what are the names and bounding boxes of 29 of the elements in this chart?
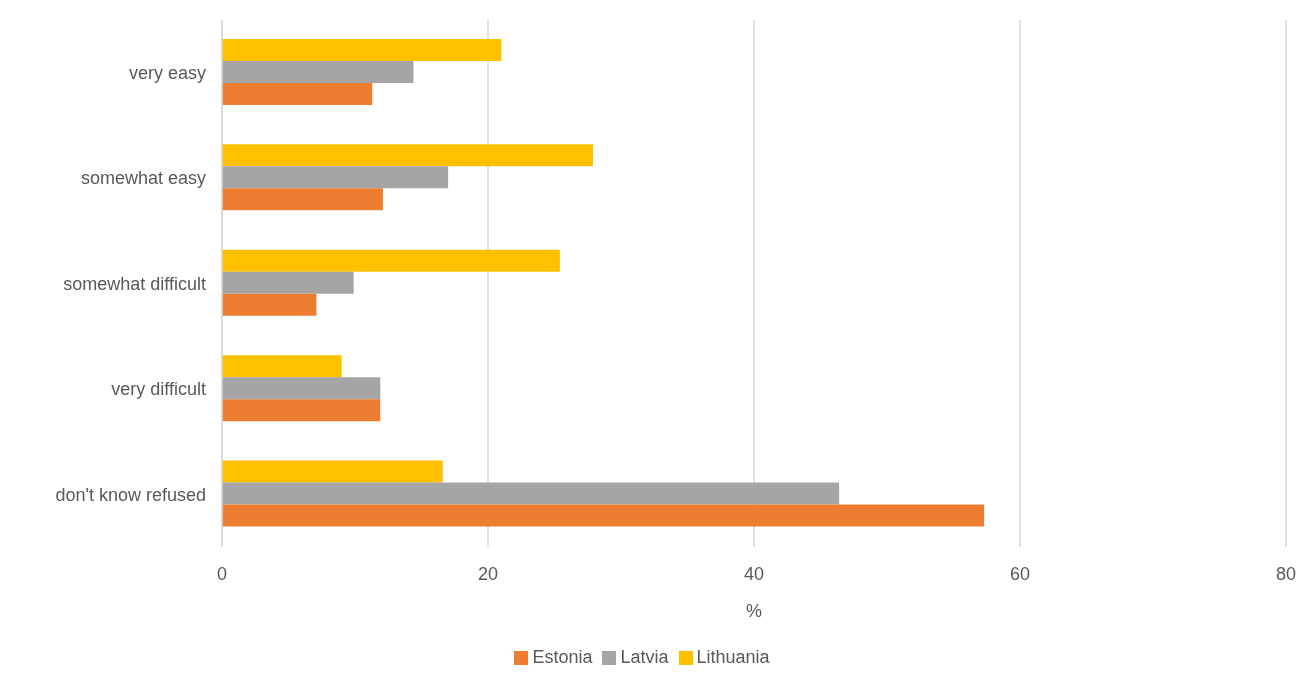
- y-tick-label: very easy: [128, 63, 206, 84]
- bar: [222, 377, 381, 400]
- bar: [222, 271, 354, 294]
- bar: [222, 355, 342, 378]
- bar: [222, 504, 985, 527]
- legend-label: Estonia: [532, 647, 593, 667]
- bar: [222, 249, 560, 272]
- x-tick-label: 80: [1275, 563, 1297, 584]
- bar: [222, 82, 373, 105]
- bar: [222, 293, 317, 316]
- x-tick-label: 0: [216, 563, 228, 584]
- bar: [222, 60, 414, 83]
- legend-label: Lithuania: [696, 647, 770, 667]
- bar: [222, 166, 449, 189]
- x-tick-label: 20: [477, 563, 499, 584]
- bar: [222, 482, 840, 505]
- y-tick-label: somewhat difficult: [63, 273, 206, 294]
- bar: [222, 38, 502, 61]
- x-tick-label: 60: [1009, 563, 1031, 584]
- y-tick-label: don't know refused: [55, 484, 206, 505]
- legend-label: Latvia: [620, 647, 669, 667]
- bar: [222, 188, 383, 211]
- x-axis-title: %: [745, 601, 763, 621]
- bar: [222, 460, 443, 483]
- y-tick-label: somewhat easy: [80, 168, 206, 189]
- bar: [222, 144, 594, 167]
- y-tick-label: very difficult: [111, 379, 206, 400]
- x-tick-label: 40: [743, 563, 765, 584]
- bar: [222, 399, 381, 422]
